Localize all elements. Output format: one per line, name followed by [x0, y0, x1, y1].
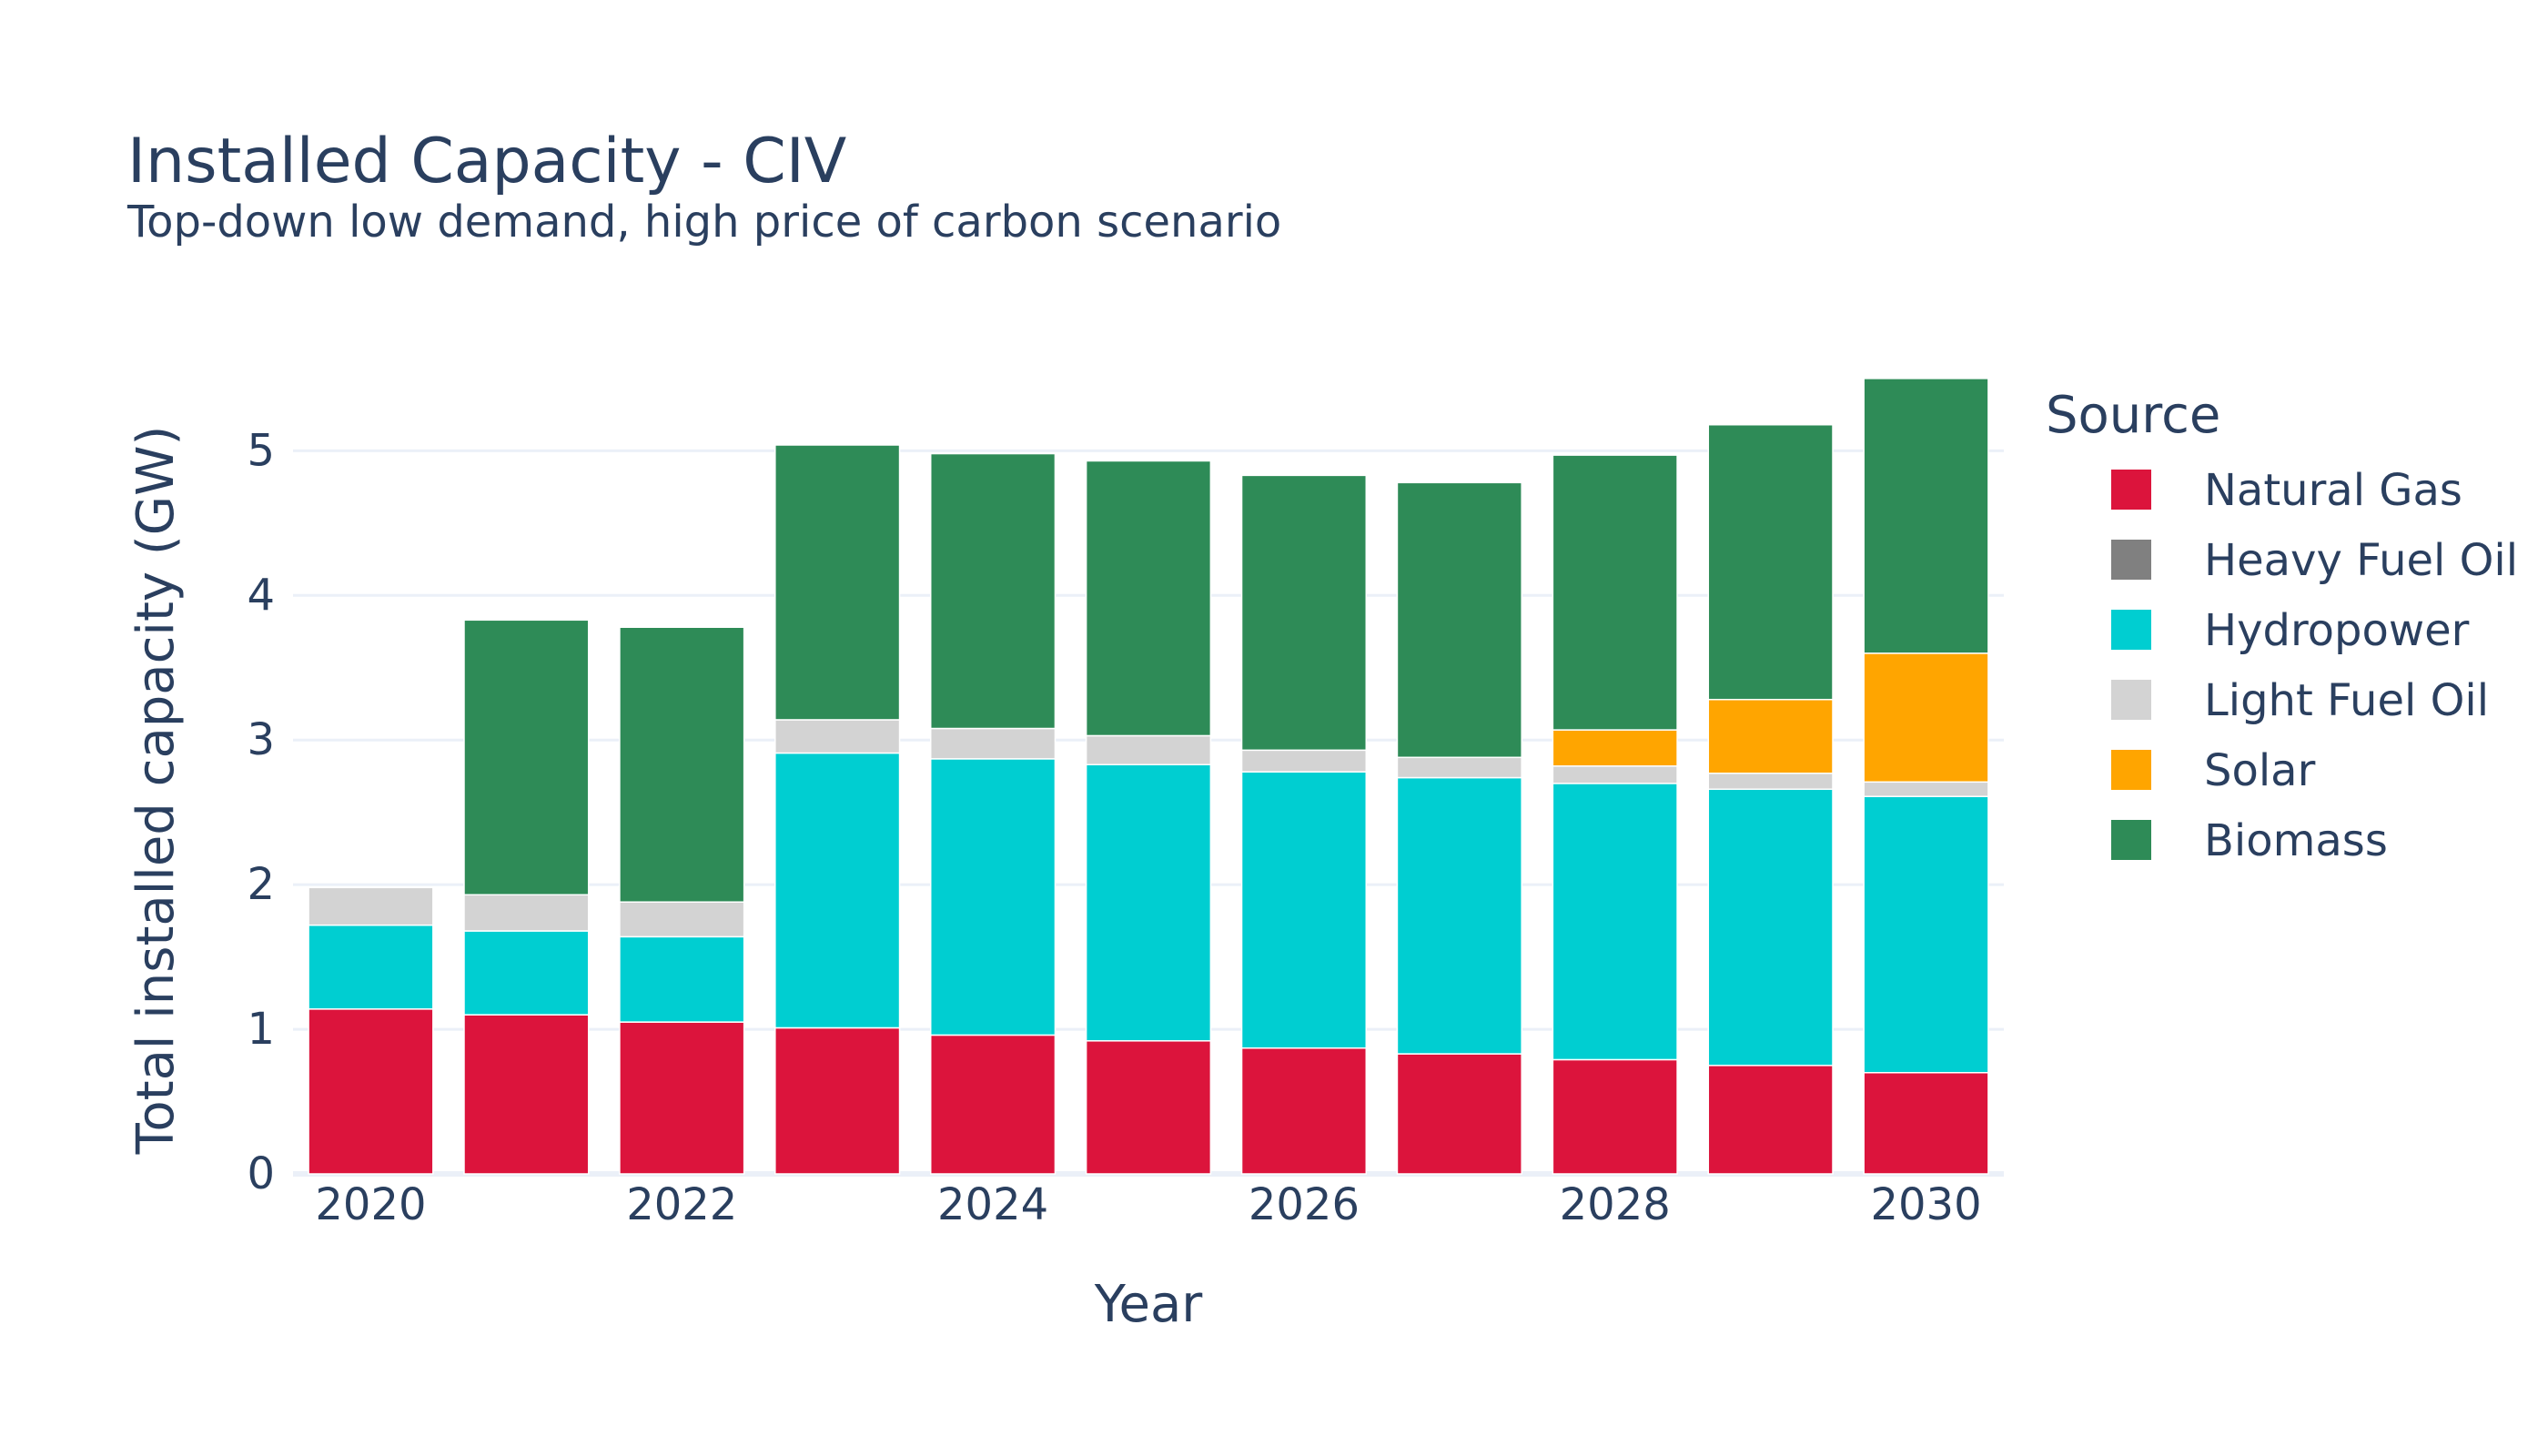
bar-2022-series-2[interactable]: [619, 935, 745, 1023]
legend-swatch-5[interactable]: [2111, 820, 2151, 860]
legend-label-3: Light Fuel Oil: [2204, 675, 2489, 726]
y-tick-label-3: 3: [247, 714, 275, 765]
bar-2025-series-5[interactable]: [1085, 460, 1212, 737]
legend-label-1: Heavy Fuel Oil: [2204, 535, 2518, 586]
bar-2026-series-5[interactable]: [1240, 474, 1368, 752]
x-tick-label-5: 2030: [1870, 1179, 1981, 1230]
bar-2025-series-3[interactable]: [1085, 734, 1212, 765]
x-tick-label-1: 2022: [626, 1179, 737, 1230]
bar-2029-series-0[interactable]: [1707, 1065, 1834, 1175]
bar-2023-series-0[interactable]: [774, 1026, 901, 1175]
chart-subtitle: Top-down low demand, high price of carbo…: [126, 197, 1281, 248]
bar-2027-series-3[interactable]: [1396, 756, 1522, 779]
legend-label-0: Natural Gas: [2204, 465, 2462, 516]
bar-2025-series-0[interactable]: [1085, 1040, 1212, 1175]
bar-2028-series-4[interactable]: [1552, 729, 1678, 767]
bar-2030-series-0[interactable]: [1863, 1072, 1989, 1175]
bar-2029-series-4[interactable]: [1707, 698, 1834, 774]
bar-2023-series-5[interactable]: [774, 444, 901, 721]
y-tick-label-0: 0: [247, 1148, 275, 1199]
bar-2027-series-5[interactable]: [1396, 481, 1522, 759]
bar-2022-series-5[interactable]: [619, 626, 745, 903]
bar-2030-series-4[interactable]: [1863, 652, 1989, 784]
bar-2024-series-3[interactable]: [929, 727, 1057, 760]
bar-2024-series-2[interactable]: [929, 758, 1057, 1036]
legend-swatch-2[interactable]: [2111, 610, 2151, 650]
bar-2026-series-2[interactable]: [1240, 771, 1368, 1049]
legend-title: Source: [2046, 386, 2220, 445]
bar-2022-series-3[interactable]: [619, 901, 745, 938]
bar-2020-series-0[interactable]: [308, 1008, 434, 1175]
bar-2030-series-3[interactable]: [1863, 781, 1989, 797]
y-tick-label-5: 5: [247, 425, 275, 476]
x-tick-label-0: 2020: [315, 1179, 426, 1230]
bars: [308, 378, 1989, 1175]
bar-2022-series-0[interactable]: [619, 1021, 745, 1175]
bar-2026-series-3[interactable]: [1240, 749, 1368, 773]
bar-2024-series-5[interactable]: [929, 452, 1057, 730]
bar-2020-series-2[interactable]: [308, 924, 434, 1010]
bar-2027-series-0[interactable]: [1396, 1053, 1522, 1175]
y-tick-label-2: 2: [247, 859, 275, 910]
bar-2028-series-2[interactable]: [1552, 783, 1678, 1061]
bar-2021-series-5[interactable]: [463, 619, 590, 896]
bar-2023-series-3[interactable]: [774, 719, 901, 754]
y-tick-label-1: 1: [247, 1004, 275, 1055]
legend-swatch-3[interactable]: [2111, 680, 2151, 720]
bar-2023-series-2[interactable]: [774, 752, 901, 1029]
legend-swatch-4[interactable]: [2111, 750, 2151, 790]
y-axis-ticks: 0 1 2 3 4 5: [247, 425, 275, 1199]
bar-2021-series-3[interactable]: [463, 894, 590, 932]
bar-2029-series-2[interactable]: [1707, 788, 1834, 1067]
bar-2030-series-5[interactable]: [1863, 378, 1989, 654]
bar-2028-series-3[interactable]: [1552, 765, 1678, 784]
bar-2025-series-2[interactable]: [1085, 763, 1212, 1042]
x-axis-title: Year: [1094, 1275, 1204, 1334]
y-tick-label-4: 4: [247, 570, 275, 621]
bar-2029-series-3[interactable]: [1707, 773, 1834, 791]
bar-2024-series-0[interactable]: [929, 1034, 1057, 1175]
bar-2020-series-3[interactable]: [308, 886, 434, 926]
legend-label-5: Biomass: [2204, 815, 2388, 866]
bar-2021-series-0[interactable]: [463, 1014, 590, 1175]
x-tick-label-3: 2026: [1249, 1179, 1360, 1230]
bar-2026-series-0[interactable]: [1240, 1046, 1368, 1175]
x-tick-label-4: 2028: [1560, 1179, 1671, 1230]
bar-2027-series-2[interactable]: [1396, 776, 1522, 1055]
legend-label-4: Solar: [2204, 745, 2316, 796]
bar-2029-series-5[interactable]: [1707, 424, 1834, 701]
bar-2030-series-2[interactable]: [1863, 795, 1989, 1074]
y-axis-title: Total installed capacity (GW): [126, 426, 186, 1156]
bar-2028-series-0[interactable]: [1552, 1058, 1678, 1175]
x-tick-label-2: 2024: [937, 1179, 1048, 1230]
chart-title: Installed Capacity - CIV: [127, 126, 846, 197]
legend: Source Natural Gas Heavy Fuel Oil Hydropow…: [2046, 386, 2518, 866]
legend-swatch-0[interactable]: [2111, 470, 2151, 510]
legend-label-2: Hydropower: [2204, 605, 2470, 656]
bar-2021-series-2[interactable]: [463, 930, 590, 1016]
x-axis-ticks: 2020 2022 2024 2026 2028 2030: [315, 1179, 1981, 1230]
bar-2028-series-5[interactable]: [1552, 454, 1678, 731]
legend-swatch-1[interactable]: [2111, 540, 2151, 580]
